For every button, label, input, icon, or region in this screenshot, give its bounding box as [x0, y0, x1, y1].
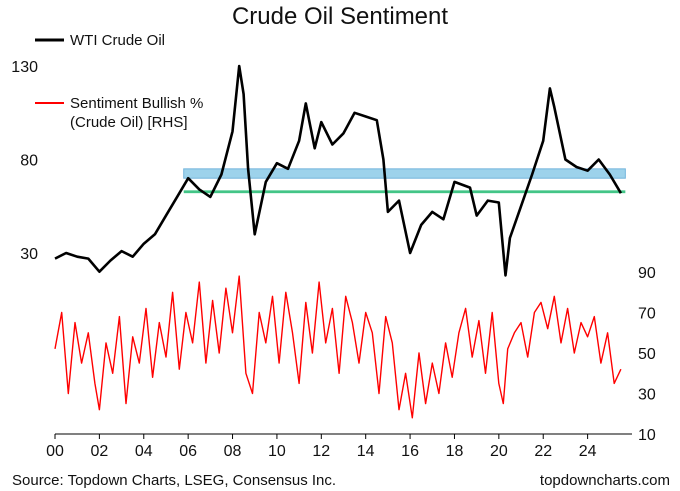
upper-y-tick-label: 30 — [20, 246, 38, 263]
x-axis: 00 02 04 06 08 10 12 14 16 18 20 22 24 — [46, 433, 632, 460]
legend-wti-label: WTI Crude Oil — [70, 32, 165, 49]
lower-y-tick-label: 70 — [638, 306, 656, 323]
x-tick-label: 08 — [224, 443, 242, 460]
x-tick-label: 00 — [46, 443, 64, 460]
lower-y-tick-label: 50 — [638, 346, 656, 363]
x-tick-label: 18 — [446, 443, 464, 460]
legend: WTI Crude Oil Sentiment Bullish % (Crude… — [35, 32, 203, 131]
sentiment-bullish-line — [54, 275, 622, 419]
chart-title: Crude Oil Sentiment — [232, 3, 448, 30]
x-tick-label: 24 — [579, 443, 597, 460]
x-tick-label: 16 — [401, 443, 419, 460]
lower-y-tick-label: 30 — [638, 387, 656, 404]
upper-y-tick-label: 80 — [20, 153, 38, 170]
source-text: Source: Topdown Charts, LSEG, Consensus … — [12, 472, 336, 489]
blue-band — [183, 168, 626, 179]
x-tick-label: 02 — [90, 443, 108, 460]
x-tick-label: 12 — [312, 443, 330, 460]
lower-y-tick-label: 90 — [638, 265, 656, 282]
reference-bands — [183, 168, 626, 194]
lower-y-tick-label: 10 — [638, 427, 656, 444]
series-layer — [54, 64, 623, 419]
x-tick-label: 20 — [490, 443, 508, 460]
x-tick-label: 06 — [179, 443, 197, 460]
brand-text: topdowncharts.com — [540, 472, 670, 489]
x-tick-label: 10 — [268, 443, 286, 460]
legend-sentiment-label-1: Sentiment Bullish % — [70, 95, 203, 112]
x-tick-label: 14 — [357, 443, 375, 460]
x-tick-label: 22 — [534, 443, 552, 460]
lower-y-axis: 90 70 50 30 10 — [638, 265, 656, 444]
upper-y-axis: 130 80 30 — [11, 59, 38, 263]
upper-y-tick-label: 130 — [11, 59, 38, 76]
green-band — [183, 190, 626, 194]
wti-crude-oil-line — [54, 64, 623, 277]
x-tick-label: 04 — [135, 443, 153, 460]
legend-sentiment-label-2: (Crude Oil) [RHS] — [70, 114, 188, 131]
